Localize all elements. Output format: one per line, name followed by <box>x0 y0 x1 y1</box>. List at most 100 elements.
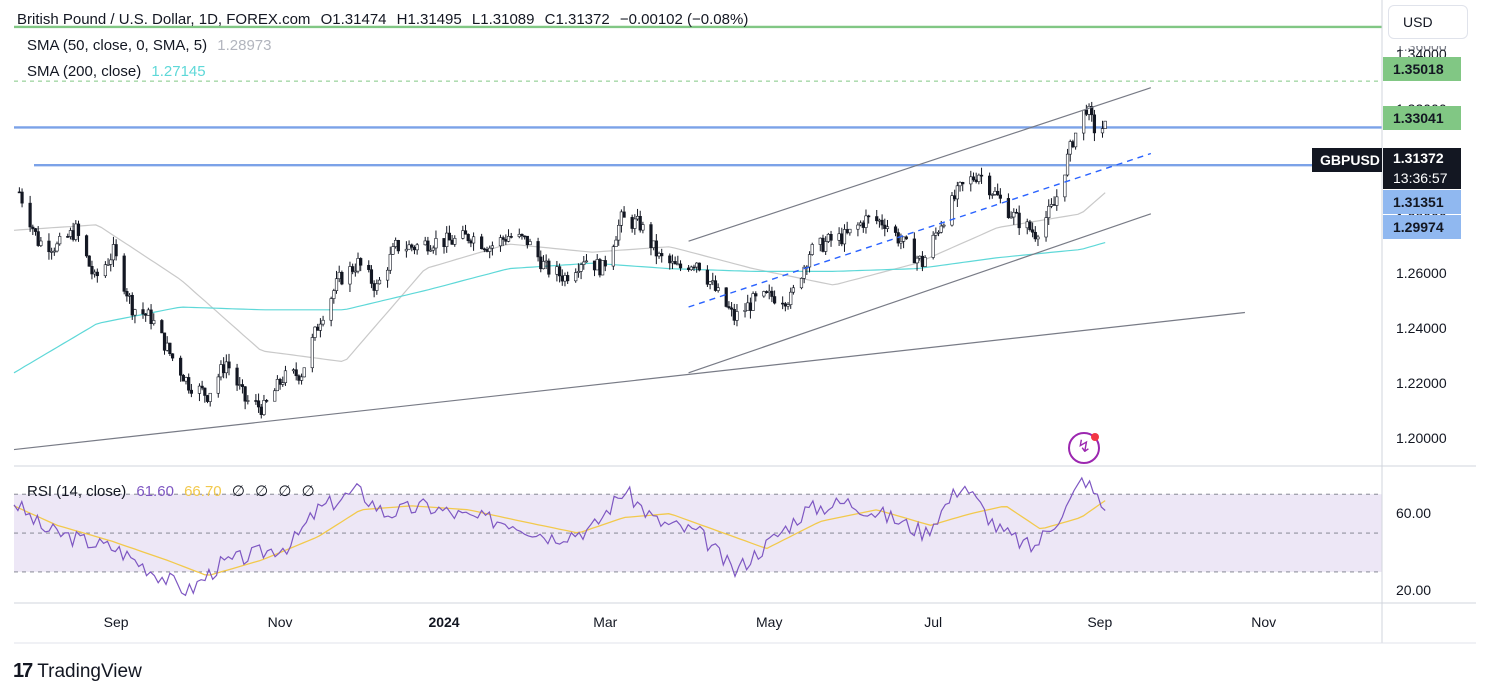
candle-body <box>560 275 564 282</box>
candle-body <box>36 231 40 246</box>
candle-body <box>391 246 395 255</box>
candle-body <box>802 266 806 279</box>
rsi-line <box>13 476 1106 597</box>
candle-body <box>340 271 344 285</box>
candle-body <box>539 256 543 270</box>
x-tick-label: Nov <box>267 614 293 630</box>
candle-body <box>447 232 451 241</box>
candle-body <box>235 367 239 386</box>
candle-body <box>240 384 245 387</box>
candle-body <box>1074 132 1078 148</box>
candle-body <box>781 302 785 305</box>
chart-legend: British Pound / U.S. Dollar, 1D, FOREX.c… <box>17 10 754 30</box>
rsi-extra-0: ∅ <box>231 483 245 500</box>
candle-body <box>783 303 787 307</box>
currency-button[interactable]: USD <box>1388 5 1468 39</box>
candle-body <box>574 272 578 282</box>
candle-body <box>517 233 521 237</box>
candle-body <box>95 271 99 277</box>
candle-body <box>1036 236 1040 240</box>
candle-body <box>789 291 793 305</box>
candle-body <box>566 275 570 282</box>
candle-body <box>936 231 941 234</box>
candle-body <box>547 260 551 275</box>
sma200-legend[interactable]: SMA (200, close) 1.27145 <box>27 62 212 82</box>
tradingview-logo[interactable]: 17 TradingView <box>13 660 142 683</box>
candle-body <box>807 254 812 268</box>
candle-body <box>1071 141 1075 148</box>
candle-body <box>189 389 193 394</box>
candle-body <box>87 255 91 267</box>
candle-body <box>265 400 269 402</box>
candle-body <box>660 253 664 257</box>
candle-body <box>348 266 352 285</box>
candle-body <box>689 266 693 271</box>
candle-body <box>453 237 457 245</box>
candle-body <box>641 224 645 231</box>
candle-body <box>961 182 965 185</box>
candle-body <box>743 309 747 312</box>
candle-body <box>1063 174 1067 198</box>
candle-body <box>372 283 376 291</box>
candle-body <box>729 307 734 310</box>
candle-body <box>1044 217 1048 238</box>
candle-body <box>791 287 796 293</box>
candle-body <box>902 236 906 242</box>
candle-body <box>770 290 774 297</box>
candle-body <box>633 218 637 229</box>
candle-body <box>262 400 266 415</box>
candle-body <box>179 357 183 376</box>
candle-body <box>958 182 962 187</box>
candle-body <box>152 320 156 324</box>
sma50-legend[interactable]: SMA (50, close, 0, SMA, 5) 1.28973 <box>27 36 277 56</box>
candle-body <box>1065 153 1070 176</box>
candle-body <box>76 223 81 236</box>
trendline-3 <box>688 152 1152 308</box>
candle-body <box>31 226 35 229</box>
candle-body <box>748 302 753 311</box>
candle-body <box>141 309 145 315</box>
candle-body <box>990 194 994 196</box>
ohlc-high: H1.31495 <box>396 11 462 28</box>
candle-body <box>614 239 618 248</box>
lightning-icon[interactable]: ↯ <box>1068 432 1100 464</box>
candle-body <box>463 230 468 235</box>
candle-body <box>410 244 414 248</box>
candle-body <box>611 246 615 267</box>
candle-body <box>649 224 653 248</box>
candle-body <box>751 293 755 311</box>
rsi-label: RSI (14, close) <box>27 483 127 500</box>
candle-body <box>557 266 562 277</box>
candle-body <box>509 236 513 238</box>
candle-body <box>678 263 683 269</box>
candle-body <box>1047 205 1051 219</box>
candle-body <box>1014 211 1019 214</box>
candle-body <box>114 244 118 257</box>
candle-body <box>47 240 51 253</box>
symbol-title[interactable]: British Pound / U.S. Dollar, 1D, FOREX.c… <box>17 11 311 28</box>
candle-body <box>291 369 296 372</box>
candle-body <box>692 266 696 269</box>
candle-body <box>426 240 430 252</box>
candle-body <box>931 234 935 258</box>
candle-body <box>520 233 524 237</box>
rsi-legend[interactable]: RSI (14, close) 61.60 66.70 ∅ ∅ ∅ ∅ <box>27 482 321 502</box>
candle-body <box>203 387 207 396</box>
candle-body <box>1100 128 1105 134</box>
ohlc-close: C1.31372 <box>544 11 610 28</box>
trendline-2 <box>688 213 1152 374</box>
candle-body <box>563 275 567 282</box>
last-price-tag: 1.31372 <box>1383 148 1461 168</box>
candle-body <box>724 287 728 307</box>
rsi-extra-1: ∅ <box>255 483 269 500</box>
candle-body <box>786 304 790 307</box>
candle-body <box>254 400 258 402</box>
candle-body <box>66 236 70 238</box>
candle-body <box>359 258 363 266</box>
candle-body <box>74 223 78 240</box>
candle-body <box>735 311 739 321</box>
candle-body <box>592 260 597 271</box>
trendline-1 <box>688 87 1152 242</box>
candle-body <box>955 185 959 200</box>
